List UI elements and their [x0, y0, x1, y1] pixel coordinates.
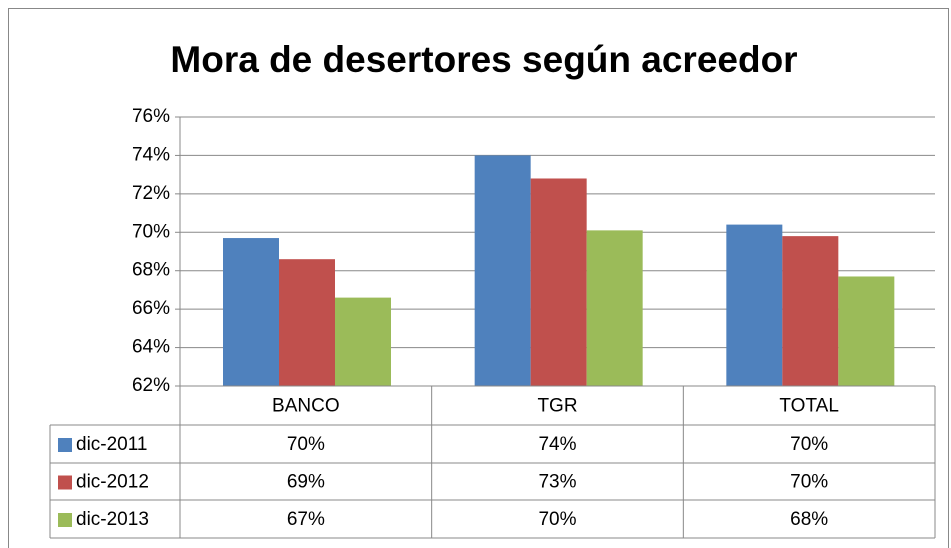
bar [335, 297, 391, 386]
value-label: 70% [287, 434, 325, 455]
category-label: TGR [537, 396, 577, 417]
y-tick-label: 64% [132, 337, 170, 358]
value-label: 70% [538, 509, 576, 530]
bar [530, 178, 587, 386]
category-label: TOTAL [779, 396, 838, 417]
bar [586, 230, 643, 386]
value-label: 67% [287, 509, 325, 530]
legend-label: dic-2011 [76, 434, 147, 455]
legend-label: dic-2013 [76, 509, 149, 530]
bar [726, 224, 783, 386]
value-label: 74% [538, 434, 576, 455]
bar [838, 276, 895, 386]
value-label: 68% [790, 509, 828, 530]
y-tick-label: 66% [132, 298, 170, 319]
chart-title: Mora de desertores según acreedor [170, 39, 797, 80]
y-tick-label: 72% [132, 183, 170, 204]
y-tick-label: 68% [132, 260, 170, 281]
y-tick-label: 76% [132, 106, 170, 127]
bar [279, 259, 335, 386]
legend-label: dic-2012 [76, 472, 149, 493]
y-tick-label: 70% [132, 221, 170, 242]
bar [474, 155, 531, 386]
legend-swatch [58, 513, 72, 527]
value-label: 69% [287, 472, 325, 493]
value-label: 73% [538, 472, 576, 493]
legend-swatch [58, 475, 72, 490]
bar [782, 236, 839, 386]
bar [223, 238, 279, 386]
y-tick-label: 62% [132, 375, 170, 396]
category-label: BANCO [272, 396, 340, 417]
value-label: 70% [790, 472, 828, 493]
value-label: 70% [790, 434, 828, 455]
legend-swatch [58, 438, 72, 452]
y-tick-label: 74% [132, 144, 170, 165]
